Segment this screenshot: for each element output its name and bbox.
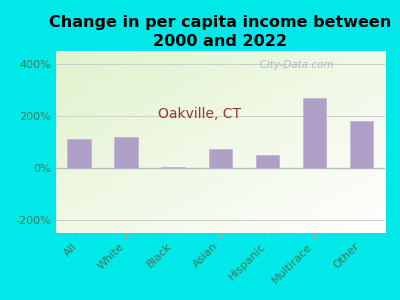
Bar xyxy=(303,98,326,168)
Title: Change in per capita income between
2000 and 2022: Change in per capita income between 2000… xyxy=(49,15,392,49)
Bar xyxy=(256,155,279,168)
Text: City-Data.com: City-Data.com xyxy=(253,60,334,70)
Bar xyxy=(208,148,232,168)
Bar xyxy=(350,121,373,168)
Bar xyxy=(162,167,185,168)
Bar xyxy=(114,137,138,168)
Bar xyxy=(67,140,91,168)
Text: Oakville, CT: Oakville, CT xyxy=(158,107,242,122)
